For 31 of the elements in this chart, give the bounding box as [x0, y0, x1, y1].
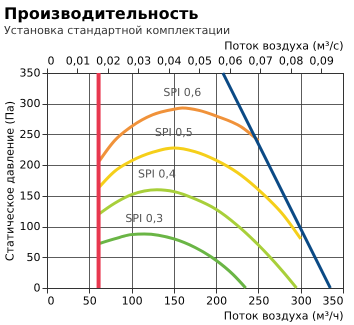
y-tick-label: 150	[20, 189, 40, 202]
x2-tick-label: 0,05	[188, 54, 212, 68]
x2-tick-label: 0,09	[309, 54, 334, 68]
y-tick-label: 200	[20, 158, 40, 172]
chart-title: Производительность	[4, 4, 198, 23]
x2-tick-label: 0,08	[278, 54, 304, 68]
chart-subtitle: Установка стандартной комплектации	[4, 24, 230, 37]
x-tick-label: 150	[164, 294, 185, 308]
x-tick-label: 300	[290, 294, 312, 308]
x2-tick-label: 0,06	[218, 54, 242, 68]
y-tick-label: 100	[20, 220, 40, 234]
x-tick-label: 350	[322, 294, 344, 308]
x-tick-label: 100	[122, 294, 143, 308]
x2-tick-label: 0,01	[66, 54, 90, 68]
y-tick-label: 350	[20, 66, 40, 80]
y-tick-label: 300	[20, 97, 40, 110]
x2-tick-label: 0,07	[248, 54, 273, 68]
x-tick-label: 200	[206, 294, 228, 308]
y-axis-title: Статическое давление (Па)	[4, 100, 17, 262]
x-tick-label: 250	[248, 294, 270, 308]
x2-tick-label: 0	[48, 54, 54, 68]
x2-axis-title: Поток воздуха (м³/с)	[224, 40, 344, 52]
x-tick-label: 50	[82, 294, 97, 308]
y-tick-label: 50	[26, 250, 40, 264]
x2-tick-label: 0,03	[126, 54, 152, 68]
y-tick-label: 0	[34, 282, 40, 294]
x2-tick-label: 0,04	[157, 54, 182, 68]
x-tick-label: 0	[48, 294, 54, 308]
y-tick-label: 250	[20, 128, 40, 141]
x2-tick-label: 0,02	[96, 54, 121, 68]
x-axis-title: Поток воздуха (м³/ч)	[224, 310, 344, 322]
